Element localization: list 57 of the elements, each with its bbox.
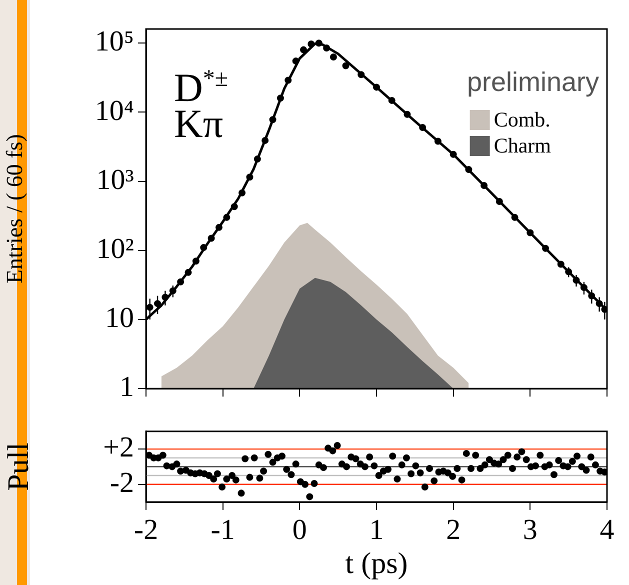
x-tick-label: 1 [369, 514, 384, 546]
point [419, 124, 426, 132]
point [177, 278, 184, 286]
point [511, 214, 518, 221]
x-axis-title: t (ps) [345, 546, 408, 580]
point [230, 203, 238, 210]
point [388, 96, 396, 104]
y-axis-title: Pull [2, 442, 35, 491]
point [342, 62, 350, 70]
point [323, 44, 330, 52]
point [200, 244, 208, 252]
x-tick-label: -2 [134, 514, 158, 546]
x-tick-label: 3 [522, 514, 538, 546]
y-axis-title: Entries / ( 60 fs) [2, 134, 27, 284]
y-tick-label: 10 [105, 302, 134, 334]
point [284, 76, 292, 84]
point [238, 189, 246, 196]
point [208, 234, 215, 242]
point [269, 116, 276, 124]
point [330, 53, 337, 60]
point [276, 94, 284, 102]
point [292, 58, 300, 65]
point [358, 71, 365, 78]
y-tick-label: 10⁵ [94, 26, 134, 58]
y-tick-label: 10² [96, 233, 134, 266]
point [300, 46, 308, 54]
y-tick-label: +2 [103, 432, 134, 464]
point [184, 268, 192, 276]
point [246, 174, 254, 181]
point [315, 40, 322, 47]
x-tick-label: 2 [446, 514, 461, 546]
point [480, 182, 488, 189]
point [434, 138, 442, 145]
y-tick-label: 10³ [96, 164, 134, 196]
point [192, 258, 200, 265]
point [373, 84, 380, 91]
x-tick-label: -1 [210, 514, 235, 546]
y-tick-label: 10⁴ [94, 94, 134, 127]
point [557, 260, 564, 268]
point [215, 224, 222, 231]
annotation: preliminary [466, 67, 600, 97]
point [254, 156, 261, 163]
point [308, 40, 315, 48]
legend-label: Comb. [494, 108, 550, 132]
point [262, 136, 269, 144]
y-tick-label: -2 [110, 466, 134, 499]
point [404, 110, 411, 118]
point [496, 198, 503, 206]
point [542, 244, 550, 252]
x-tick-label: 0 [292, 514, 307, 546]
point [450, 150, 457, 158]
point [465, 166, 472, 174]
y-tick-label: 1 [120, 371, 134, 404]
x-tick-label: 4 [600, 514, 615, 546]
point [223, 214, 230, 221]
legend-label: Charm [494, 134, 551, 158]
point [526, 229, 534, 236]
